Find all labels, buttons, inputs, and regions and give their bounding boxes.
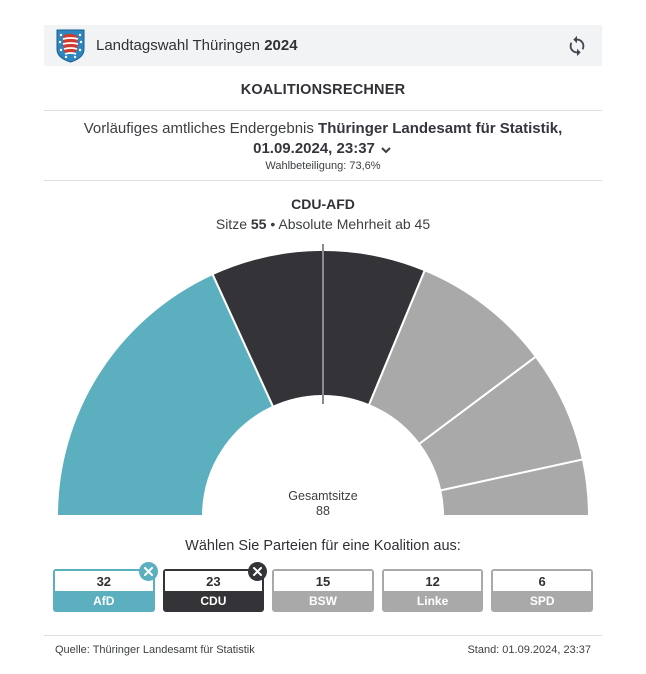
thuringia-coat-of-arms-icon [56, 29, 85, 63]
selector-prompt: Wählen Sie Parteien für eine Koalition a… [185, 538, 461, 554]
coalition-header: CDU-AFD Sitze 55 • Absolute Mehrheit ab … [44, 196, 602, 232]
app-title-year: 2024 [264, 37, 298, 54]
party-name-label: BSW [274, 591, 372, 610]
result-datetime-dropdown[interactable]: 01.09.2024, 23:37 [253, 140, 393, 157]
close-icon [253, 567, 263, 576]
chart-segment-AfD[interactable] [55, 272, 275, 517]
remove-party-button-CDU[interactable] [248, 562, 268, 581]
party-name-label: CDU [164, 591, 263, 610]
party-seat-count: 23 [164, 571, 263, 591]
party-selector: 32 AfD 23 CDU 15 BSW 12 Linke 6 SPD [53, 562, 593, 612]
chevron-down-icon [379, 141, 393, 157]
chart-segment-SPD[interactable] [439, 458, 591, 517]
party-seat-count: 32 [55, 571, 153, 591]
app-title: Landtagswahl Thüringen 2024 [96, 37, 298, 54]
result-source: Thüringer Landesamt für Statistik, [318, 120, 563, 137]
party-button-BSW[interactable]: 15 BSW [272, 569, 374, 612]
party-name-label: SPD [493, 591, 591, 610]
result-info: Vorläufiges amtliches Endergebnis Thürin… [44, 111, 602, 180]
coalition-seats-line: Sitze 55 • Absolute Mehrheit ab 45 [215, 216, 431, 232]
turnout-label: Wahlbeteiligung: 73,6% [265, 160, 381, 172]
result-description: Vorläufiges amtliches Endergebnis Thürin… [83, 120, 563, 137]
divider [44, 110, 602, 111]
party-name-label: Linke [383, 591, 482, 610]
party-seat-count: 12 [383, 571, 482, 591]
app-header: Landtagswahl Thüringen 2024 [44, 25, 602, 66]
party-button-Linke[interactable]: 12 Linke [381, 569, 484, 612]
party-name-label: AfD [55, 591, 153, 610]
party-seat-count: 15 [274, 571, 372, 591]
page-title: KOALITIONSRECHNER [240, 82, 406, 98]
main-container: Landtagswahl Thüringen 2024 KOALITIONSRE… [44, 25, 602, 656]
party-button-AfD[interactable]: 32 AfD [53, 562, 158, 612]
footer: Quelle: Thüringer Landesamt für Statisti… [55, 644, 591, 656]
refresh-button[interactable] [564, 33, 590, 59]
party-button-CDU[interactable]: 23 CDU [162, 562, 268, 612]
seat-chart: Gesamtsitze 88 [55, 242, 591, 519]
close-icon [143, 567, 153, 576]
party-seat-count: 6 [493, 571, 591, 591]
remove-party-button-AfD[interactable] [138, 562, 158, 581]
party-button-SPD[interactable]: 6 SPD [491, 569, 593, 612]
result-datetime: 01.09.2024, 23:37 [253, 140, 375, 157]
total-seats-value: 88 [316, 504, 330, 518]
total-seats-label: Gesamtsitze [288, 489, 358, 503]
footer-stand: Stand: 01.09.2024, 23:37 [467, 644, 591, 656]
coalition-seat-count: 55 [250, 216, 267, 232]
footer-source: Quelle: Thüringer Landesamt für Statisti… [55, 644, 255, 656]
coalition-name: CDU-AFD [291, 196, 355, 212]
divider [44, 635, 602, 636]
divider [44, 180, 602, 181]
chart-segment-CDU[interactable] [211, 249, 427, 409]
refresh-icon [569, 35, 585, 56]
